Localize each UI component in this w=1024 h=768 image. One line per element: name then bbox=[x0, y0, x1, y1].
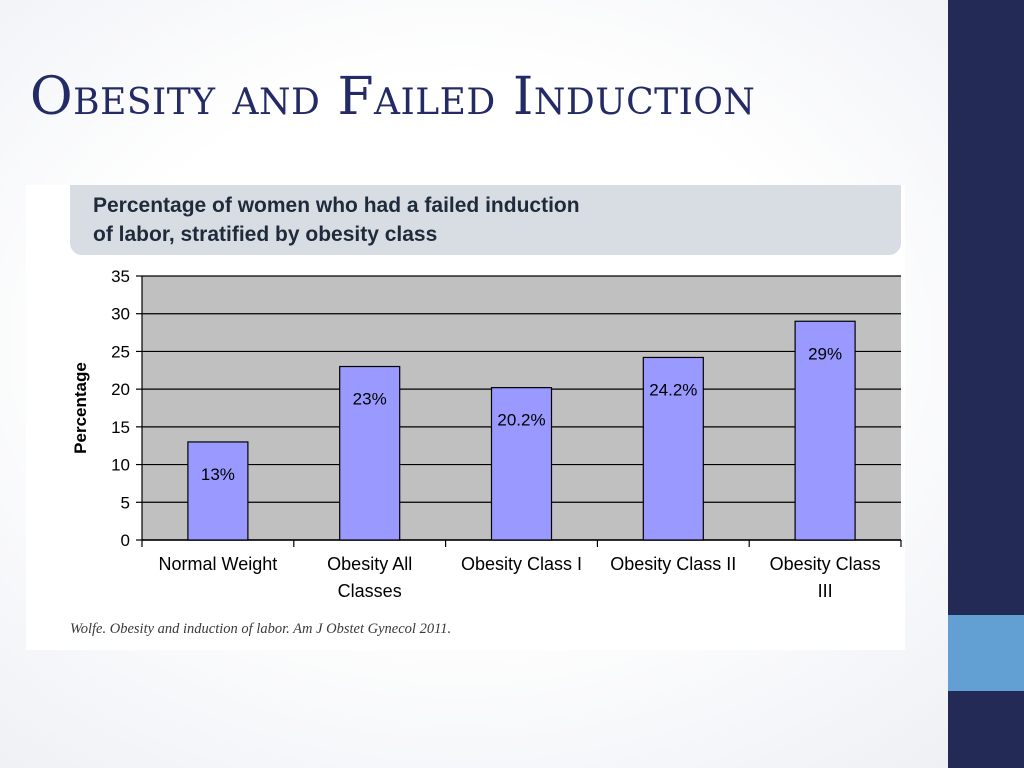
data-label: 20.2% bbox=[497, 411, 545, 430]
y-tick-label: 10 bbox=[111, 456, 130, 475]
bar bbox=[339, 365, 401, 541]
x-category-label: Obesity All bbox=[327, 554, 412, 574]
slide-title: Obesity and Failed Induction bbox=[30, 67, 756, 127]
y-tick-label: 5 bbox=[121, 493, 130, 512]
x-category-label: III bbox=[818, 581, 833, 601]
y-tick-label: 15 bbox=[111, 418, 130, 437]
bar bbox=[642, 356, 704, 541]
x-category-label: Normal Weight bbox=[159, 554, 278, 574]
sidebar-accent-block bbox=[948, 615, 1024, 691]
y-tick-label: 25 bbox=[111, 342, 130, 361]
source-citation: Wolfe. Obesity and induction of labor. A… bbox=[70, 621, 452, 637]
bar bbox=[187, 441, 249, 541]
x-category-label: Classes bbox=[338, 581, 402, 601]
y-tick-label: 0 bbox=[121, 531, 130, 550]
data-label: 13% bbox=[201, 465, 235, 484]
y-tick-label: 30 bbox=[111, 305, 130, 324]
chart-figure: Percentage of women who had a failed ind… bbox=[26, 185, 905, 650]
chart-title-line-2: of labor, stratified by obesity class bbox=[93, 223, 438, 246]
bar bbox=[490, 387, 553, 541]
data-label: 24.2% bbox=[649, 380, 697, 399]
y-tick-label: 20 bbox=[111, 380, 130, 399]
chart-title: Percentage of women who had a failed ind… bbox=[70, 185, 901, 255]
data-label: 23% bbox=[353, 390, 387, 409]
y-tick-label: 35 bbox=[111, 267, 130, 286]
y-axis-title: Percentage bbox=[71, 362, 90, 454]
data-label: 29% bbox=[808, 344, 842, 363]
x-category-label: Obesity Class bbox=[770, 554, 881, 574]
bar bbox=[794, 320, 856, 541]
bar-chart: 0 5 10 15 20 25 30 35 Percentage 13% Normal Weight… bbox=[71, 267, 902, 601]
x-category-label: Obesity Class I bbox=[461, 554, 582, 574]
chart-title-line-1: Percentage of women who had a failed ind… bbox=[93, 194, 580, 217]
x-category-label: Obesity Class II bbox=[610, 554, 736, 574]
